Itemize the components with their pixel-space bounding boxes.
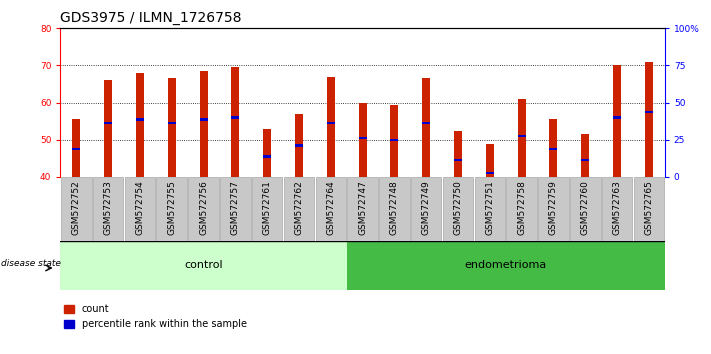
Bar — [73, 119, 80, 177]
Text: control: control — [184, 261, 223, 270]
Bar — [168, 79, 176, 177]
Bar — [93, 177, 124, 241]
Bar — [252, 177, 282, 241]
Text: endometrioma: endometrioma — [464, 261, 547, 270]
Bar — [518, 99, 525, 177]
Text: GSM572753: GSM572753 — [104, 180, 112, 235]
Bar — [570, 177, 601, 241]
Bar — [602, 177, 632, 241]
Bar — [347, 241, 665, 290]
Text: GSM572763: GSM572763 — [613, 180, 621, 235]
Bar — [390, 139, 398, 141]
Bar — [284, 177, 314, 241]
Bar — [358, 103, 367, 177]
Text: GSM572759: GSM572759 — [549, 180, 558, 235]
Bar — [73, 148, 80, 150]
Text: GSM572748: GSM572748 — [390, 180, 399, 235]
Bar — [474, 177, 505, 241]
Bar — [454, 159, 462, 161]
Text: GSM572758: GSM572758 — [517, 180, 526, 235]
Bar — [327, 76, 335, 177]
Legend: count, percentile rank within the sample: count, percentile rank within the sample — [60, 301, 251, 333]
Bar — [231, 116, 240, 119]
Bar — [634, 177, 664, 241]
Text: GSM572750: GSM572750 — [454, 180, 463, 235]
Bar — [60, 241, 347, 290]
Text: disease state: disease state — [1, 258, 61, 268]
Bar — [124, 177, 155, 241]
Text: GSM572762: GSM572762 — [294, 180, 304, 235]
Bar — [295, 144, 303, 147]
Text: GSM572761: GSM572761 — [262, 180, 272, 235]
Text: GSM572747: GSM572747 — [358, 180, 367, 235]
Bar — [645, 62, 653, 177]
Bar — [411, 177, 442, 241]
Bar — [390, 104, 398, 177]
Bar — [136, 118, 144, 120]
Bar — [538, 177, 569, 241]
Bar — [263, 155, 271, 158]
Text: GSM572754: GSM572754 — [136, 180, 144, 235]
Bar — [550, 119, 557, 177]
Bar — [613, 65, 621, 177]
Text: GSM572765: GSM572765 — [644, 180, 653, 235]
Text: GSM572757: GSM572757 — [231, 180, 240, 235]
Bar — [220, 177, 251, 241]
Bar — [454, 131, 462, 177]
Bar — [443, 177, 474, 241]
Text: GSM572752: GSM572752 — [72, 180, 81, 235]
Bar — [263, 129, 271, 177]
Bar — [136, 73, 144, 177]
Bar — [582, 134, 589, 177]
Bar — [61, 177, 92, 241]
Text: GSM572756: GSM572756 — [199, 180, 208, 235]
Bar — [358, 137, 367, 139]
Bar — [168, 122, 176, 124]
Bar — [105, 80, 112, 177]
Bar — [422, 79, 430, 177]
Bar — [188, 177, 219, 241]
Text: GSM572751: GSM572751 — [486, 180, 494, 235]
Bar — [200, 71, 208, 177]
Bar — [156, 177, 187, 241]
Text: GDS3975 / ILMN_1726758: GDS3975 / ILMN_1726758 — [60, 11, 242, 25]
Text: GSM572755: GSM572755 — [167, 180, 176, 235]
Bar — [200, 118, 208, 120]
Bar — [582, 159, 589, 161]
Bar — [316, 177, 346, 241]
Bar — [645, 111, 653, 113]
Bar — [379, 177, 410, 241]
Bar — [486, 144, 494, 177]
Bar — [550, 148, 557, 150]
Text: GSM572749: GSM572749 — [422, 180, 431, 235]
Bar — [295, 114, 303, 177]
Bar — [327, 122, 335, 124]
Text: GSM572760: GSM572760 — [581, 180, 589, 235]
Bar — [506, 177, 537, 241]
Bar — [486, 172, 494, 175]
Bar — [231, 67, 240, 177]
Bar — [348, 177, 378, 241]
Bar — [613, 116, 621, 119]
Bar — [518, 135, 525, 137]
Bar — [422, 122, 430, 124]
Text: GSM572764: GSM572764 — [326, 180, 336, 235]
Bar — [105, 122, 112, 124]
